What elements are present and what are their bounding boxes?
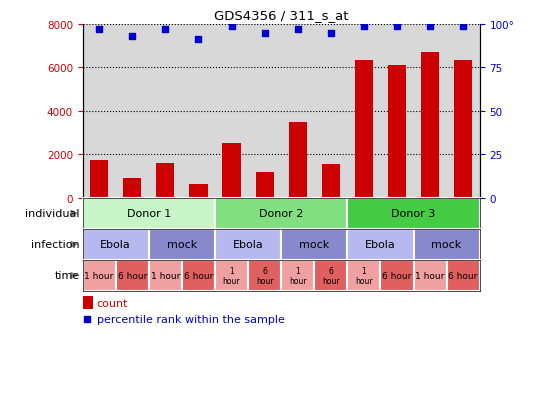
Bar — [83, 25, 116, 198]
Bar — [90, 160, 108, 198]
Bar — [421, 53, 439, 198]
Text: Ebola: Ebola — [233, 240, 263, 250]
Point — [327, 30, 335, 37]
Bar — [255, 172, 274, 198]
Text: 1
hour: 1 hour — [289, 266, 306, 285]
Bar — [248, 25, 281, 198]
Bar — [215, 25, 248, 198]
Bar — [149, 260, 182, 291]
Point — [161, 27, 169, 33]
Bar — [215, 229, 281, 260]
Bar — [83, 297, 93, 309]
Bar — [189, 184, 207, 198]
Bar — [348, 25, 381, 198]
Bar — [222, 144, 240, 198]
Bar — [83, 198, 215, 229]
Title: GDS4356 / 311_s_at: GDS4356 / 311_s_at — [214, 9, 349, 22]
Bar — [314, 260, 348, 291]
Text: 1 hour: 1 hour — [415, 271, 445, 280]
Bar — [414, 260, 447, 291]
Bar — [414, 229, 480, 260]
Point — [260, 30, 269, 37]
Bar — [215, 260, 248, 291]
Bar — [182, 260, 215, 291]
Bar — [447, 260, 480, 291]
Bar — [447, 25, 480, 198]
Point — [83, 316, 92, 322]
Bar — [388, 66, 406, 198]
Bar — [123, 179, 141, 198]
Point — [128, 33, 136, 40]
Bar — [314, 25, 348, 198]
Text: 1 hour: 1 hour — [151, 271, 180, 280]
Bar — [116, 260, 149, 291]
Bar — [83, 229, 149, 260]
Text: 6 hour: 6 hour — [382, 271, 411, 280]
Text: 6
hour: 6 hour — [322, 266, 340, 285]
Point — [459, 23, 467, 30]
Text: 1
hour: 1 hour — [223, 266, 240, 285]
Text: Donor 2: Donor 2 — [259, 209, 303, 219]
Point — [227, 23, 236, 30]
Text: 6
hour: 6 hour — [256, 266, 273, 285]
Text: 6 hour: 6 hour — [118, 271, 147, 280]
Bar — [414, 25, 447, 198]
Text: infection: infection — [31, 240, 80, 250]
Text: 1 hour: 1 hour — [84, 271, 114, 280]
Text: mock: mock — [299, 240, 329, 250]
Text: Ebola: Ebola — [100, 240, 131, 250]
Bar — [149, 25, 182, 198]
Point — [294, 27, 302, 33]
Text: 6 hour: 6 hour — [184, 271, 213, 280]
Bar — [248, 260, 281, 291]
Text: time: time — [55, 271, 80, 281]
Bar — [348, 229, 414, 260]
Bar — [156, 164, 174, 198]
Point — [194, 37, 203, 44]
Bar — [288, 122, 307, 198]
Point — [95, 27, 103, 33]
Bar — [322, 165, 340, 198]
Text: Donor 3: Donor 3 — [391, 209, 435, 219]
Bar — [215, 198, 348, 229]
Text: percentile rank within the sample: percentile rank within the sample — [96, 314, 285, 324]
Bar — [348, 198, 480, 229]
Text: individual: individual — [26, 209, 80, 219]
Bar — [281, 260, 314, 291]
Bar — [355, 61, 373, 198]
Bar — [281, 25, 314, 198]
Bar — [281, 229, 348, 260]
Point — [426, 23, 434, 30]
Bar — [149, 229, 215, 260]
Bar — [83, 260, 116, 291]
Point — [360, 23, 368, 30]
Bar — [348, 260, 381, 291]
Bar — [381, 25, 414, 198]
Text: count: count — [96, 298, 128, 308]
Bar — [381, 260, 414, 291]
Text: Ebola: Ebola — [365, 240, 396, 250]
Bar — [116, 25, 149, 198]
Text: 1
hour: 1 hour — [355, 266, 373, 285]
Text: 6 hour: 6 hour — [448, 271, 478, 280]
Bar — [182, 25, 215, 198]
Text: Donor 1: Donor 1 — [127, 209, 171, 219]
Point — [393, 23, 401, 30]
Text: mock: mock — [167, 240, 197, 250]
Text: mock: mock — [432, 240, 462, 250]
Bar — [454, 61, 472, 198]
